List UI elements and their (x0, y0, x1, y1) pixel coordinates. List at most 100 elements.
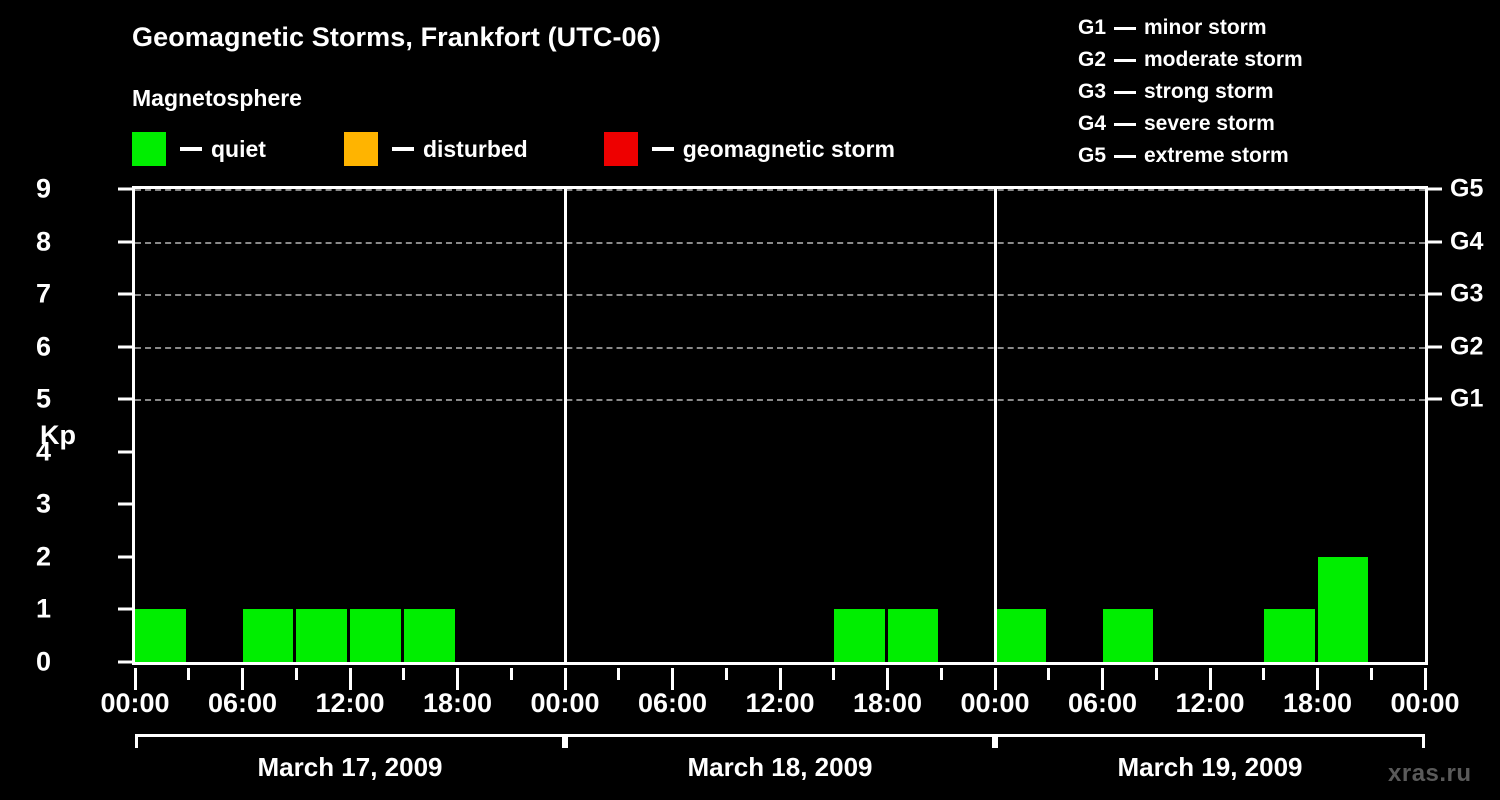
g-tick-mark-g3 (1428, 292, 1442, 296)
g-tick-mark-g1 (1428, 397, 1442, 401)
y-tick-label-2: 2 (35, 541, 51, 572)
x-tick-major-20 (1208, 668, 1212, 690)
legend-label-geomagnetic-storm: geomagnetic storm (682, 135, 895, 162)
x-tick-major-16 (993, 668, 997, 690)
x-tick-minor-23 (1369, 668, 1373, 680)
gscale-legend: G1 minor storm G2 moderate storm G3 strong st… (1078, 12, 1303, 172)
g-tick-label-g5: G5 (1450, 174, 1484, 203)
y-tick-label-4: 4 (35, 436, 51, 467)
y-tick-mark-2 (118, 555, 132, 559)
magnetosphere-heading: Magnetosphere (132, 85, 302, 111)
y-tick-mark-5 (118, 397, 132, 401)
gridline-kp-6 (135, 346, 1425, 349)
x-tick-label-8: 00:00 (960, 688, 1030, 718)
x-tick-minor-11 (724, 668, 728, 680)
gridline-kp-8 (135, 241, 1425, 244)
date-bracket-1 (135, 734, 565, 748)
x-tick-minor-1 (187, 668, 191, 680)
x-tick-minor-17 (1047, 668, 1051, 680)
x-tick-label-2: 12:00 (315, 688, 385, 718)
gscale-desc-g1: minor storm (1144, 16, 1267, 39)
g-tick-label-g1: G1 (1450, 384, 1484, 413)
y-axis-label: Kp (40, 420, 76, 450)
bar-day3-slot3 (1102, 609, 1154, 662)
gscale-desc-g4: severe storm (1144, 112, 1275, 135)
legend-label-disturbed: disturbed (422, 135, 528, 162)
x-tick-major-8 (563, 668, 567, 690)
bar-day1-slot6 (403, 609, 455, 662)
chart-plot-area (132, 186, 1428, 665)
x-tick-minor-3 (294, 668, 298, 680)
x-tick-label-7: 18:00 (852, 688, 923, 718)
watermark: xras.ru (1388, 760, 1472, 787)
y-tick-mark-3 (118, 502, 132, 506)
bar-day1-slot5 (350, 609, 401, 662)
g-tick-mark-g2 (1428, 345, 1442, 349)
x-tick-label-1: 06:00 (207, 688, 278, 718)
g-tick-label-g4: G4 (1450, 227, 1484, 256)
x-tick-major-4 (348, 668, 352, 690)
x-tick-minor-5 (402, 668, 406, 680)
x-tick-label-11: 18:00 (1282, 688, 1353, 718)
gscale-dash-icon (1114, 154, 1136, 158)
legend-dash-icon (391, 147, 414, 151)
y-tick-label-3: 3 (35, 488, 51, 519)
legend-dash-icon (180, 147, 202, 151)
legend-swatch-quiet (132, 132, 166, 166)
gscale-dash-icon (1114, 58, 1136, 62)
x-tick-major-18 (1101, 668, 1104, 690)
x-tick-minor-21 (1262, 668, 1266, 680)
x-tick-minor-9 (617, 668, 621, 680)
day-separator-2 (993, 189, 997, 662)
y-tick-mark-4 (118, 450, 132, 454)
gridline-kp-7 (135, 294, 1425, 297)
gscale-row-g1: G1 minor storm (1078, 12, 1303, 44)
gscale-code-g1: G1 (1078, 16, 1107, 39)
y-tick-mark-9 (118, 187, 132, 191)
gscale-code-g4: G4 (1078, 112, 1107, 135)
gscale-row-g3: G3 strong storm (1078, 76, 1303, 108)
date-bracket-2 (565, 734, 995, 748)
y-tick-label-7: 7 (35, 278, 51, 309)
y-tick-mark-1 (118, 607, 132, 611)
bar-day2-slot6 (833, 609, 885, 662)
g-tick-mark-g4 (1428, 240, 1442, 244)
bar-day3-slot6 (1263, 609, 1315, 662)
date-label-3: March 19, 2009 (1117, 752, 1303, 782)
y-tick-mark-0 (118, 660, 132, 664)
g-tick-mark-g5 (1428, 187, 1442, 191)
legend-swatch-disturbed (343, 132, 378, 166)
x-tick-major-0 (133, 668, 137, 690)
y-tick-mark-6 (118, 345, 132, 349)
day-separator-1 (563, 189, 567, 662)
gscale-dash-icon (1114, 90, 1136, 94)
legend-item-disturbed: disturbed (343, 132, 528, 166)
y-tick-label-5: 5 (35, 383, 51, 414)
legend-dash-icon (651, 147, 674, 151)
gscale-dash-icon (1114, 26, 1136, 30)
date-bracket-3 (995, 734, 1425, 748)
x-tick-label-3: 18:00 (422, 688, 493, 718)
x-tick-major-6 (456, 668, 459, 690)
gscale-desc-g2: moderate storm (1144, 48, 1303, 71)
x-tick-major-14 (886, 668, 889, 690)
gridline-kp-5 (135, 399, 1425, 402)
x-tick-minor-19 (1154, 668, 1158, 680)
x-tick-major-2 (241, 668, 244, 690)
gscale-desc-g3: strong storm (1144, 80, 1274, 103)
gridline-kp-9 (135, 189, 1425, 191)
g-tick-label-g3: G3 (1450, 279, 1484, 308)
gscale-code-g2: G2 (1078, 48, 1107, 71)
y-tick-label-1: 1 (35, 593, 51, 624)
y-tick-label-9: 9 (35, 173, 51, 204)
x-tick-label-4: 00:00 (530, 688, 600, 718)
legend-item-geomagnetic-storm: geomagnetic storm (603, 132, 895, 166)
legend-label-quiet: quiet (211, 135, 266, 162)
x-tick-major-22 (1316, 668, 1319, 690)
gscale-desc-g5: extreme storm (1144, 144, 1289, 167)
plot-inner (135, 189, 1425, 662)
bar-day3-slot7 (1317, 556, 1369, 662)
y-tick-label-6: 6 (35, 331, 51, 362)
x-tick-major-24 (1423, 668, 1427, 690)
gscale-row-g2: G2 moderate storm (1078, 44, 1303, 76)
